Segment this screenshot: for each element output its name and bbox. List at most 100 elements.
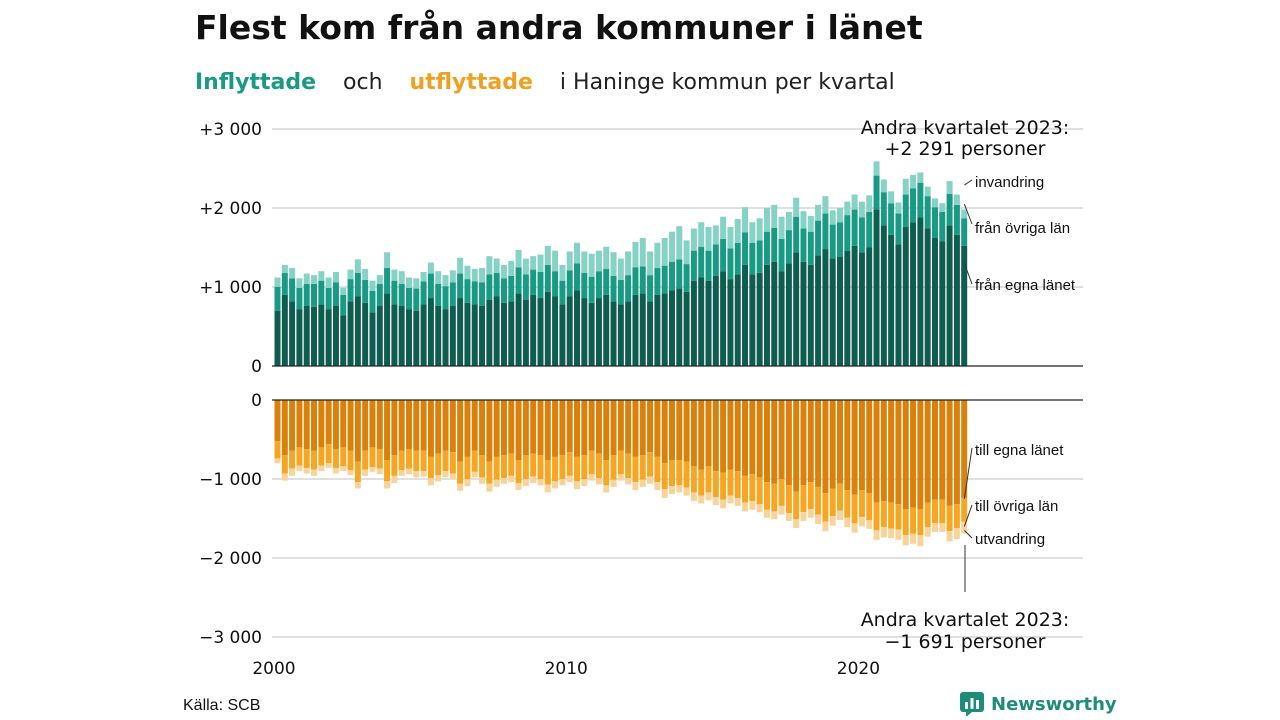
bar-in-from-other-counties (595, 271, 602, 299)
bar-in-immigration (274, 277, 281, 287)
bar-in-immigration (376, 275, 383, 284)
top-annotation-line1: Andra kvartalet 2023: (861, 117, 1070, 139)
bar-out-to-own-county (486, 400, 493, 462)
bar-in-immigration (676, 226, 683, 260)
bar-out-to-other-counties (296, 447, 303, 466)
bar-in-from-own-county (654, 294, 661, 366)
bar-out-emigration (727, 495, 734, 504)
bar-out-to-own-county (354, 400, 361, 462)
bar-in-from-own-county (384, 293, 391, 366)
bar-out-to-own-county (647, 400, 654, 453)
bar-out-emigration (369, 467, 376, 472)
bar-in-immigration (858, 201, 865, 218)
bar-out-to-other-counties (384, 460, 391, 482)
label-till-egna-lanet: till egna länet (975, 442, 1064, 459)
bar-out-to-other-counties (880, 501, 887, 528)
bar-out-emigration (771, 511, 778, 520)
bar-out-emigration (354, 482, 361, 489)
bar-in-from-own-county (508, 301, 515, 366)
bar-in-from-other-counties (705, 250, 712, 281)
bar-out-emigration (457, 483, 464, 491)
bar-in-from-own-county (427, 298, 434, 366)
bar-in-immigration (815, 204, 822, 221)
bar-in-from-other-counties (449, 282, 456, 306)
bar-out-to-own-county (742, 400, 749, 476)
bar-in-from-own-county (391, 304, 398, 366)
bar-out-emigration (303, 467, 310, 474)
bar-out-emigration (552, 481, 559, 489)
bar-in-immigration (647, 251, 654, 276)
bar-in-from-other-counties (354, 272, 361, 297)
bar-in-from-own-county (617, 304, 624, 366)
bar-out-to-own-county (873, 400, 880, 503)
bar-in-immigration (931, 198, 938, 208)
bar-in-immigration (289, 268, 296, 279)
bar-out-to-other-counties (457, 461, 464, 484)
bar-in-from-other-counties (603, 268, 610, 295)
bar-in-from-own-county (398, 305, 405, 366)
bar-out-emigration (486, 483, 493, 492)
bar-in-from-other-counties (712, 244, 719, 276)
bar-in-from-own-county (953, 234, 960, 366)
bar-in-immigration (705, 226, 712, 251)
bar-out-to-own-county (785, 400, 792, 486)
bar-in-immigration (332, 271, 339, 283)
chart-subtitle: Inflyttade och utflyttade i Haninge komm… (195, 70, 915, 95)
bar-out-to-own-county (610, 400, 617, 456)
bar-out-to-other-counties (771, 483, 778, 512)
bar-out-to-other-counties (369, 447, 376, 468)
label-invandring: invandring (975, 174, 1044, 191)
bar-in-from-own-county (325, 309, 332, 366)
bar-out-emigration (574, 481, 581, 490)
bar-in-from-own-county (946, 225, 953, 366)
bar-out-to-other-counties (829, 488, 836, 517)
x-tick-label: 2000 (252, 659, 295, 679)
bar-out-to-other-counties (676, 460, 683, 486)
bar-out-to-other-counties (946, 505, 953, 532)
bar-in-from-own-county (763, 264, 770, 366)
bar-in-from-other-counties (362, 279, 369, 303)
bar-in-from-other-counties (910, 188, 917, 223)
bar-in-from-other-counties (917, 182, 924, 218)
bar-out-to-own-county (413, 400, 420, 451)
bar-in-from-own-county (369, 312, 376, 366)
bar-in-from-other-counties (851, 209, 858, 246)
bar-in-immigration (771, 204, 778, 228)
bar-in-immigration (800, 211, 807, 229)
bar-in-from-own-county (749, 274, 756, 366)
bar-in-from-own-county (274, 310, 281, 366)
bar-out-emigration (274, 458, 281, 464)
bar-out-to-other-counties (500, 455, 507, 479)
y-tick-label-inflow: +2 000 (199, 199, 262, 219)
bar-out-emigration (398, 470, 405, 476)
bar-in-from-other-counties (800, 228, 807, 262)
bar-in-immigration (946, 181, 953, 194)
bar-out-to-other-counties (515, 460, 522, 483)
bar-out-to-own-county (479, 400, 486, 456)
bar-in-immigration (530, 256, 537, 270)
bar-out-to-other-counties (354, 461, 361, 483)
bar-out-to-own-county (289, 400, 296, 451)
bar-in-immigration (347, 269, 354, 280)
bar-in-immigration (668, 231, 675, 262)
brand-logo: Newsworthy (960, 692, 1117, 716)
bar-out-to-own-county (449, 400, 456, 453)
bar-in-immigration (471, 268, 478, 282)
bar-in-immigration (581, 251, 588, 273)
bar-in-from-other-counties (778, 238, 785, 272)
label-fran-ovriga-lan: från övriga län (975, 220, 1070, 237)
bar-out-to-own-county (311, 400, 318, 451)
bar-out-to-own-county (457, 400, 464, 462)
bar-in-from-other-counties (289, 278, 296, 302)
bar-in-immigration (522, 258, 529, 275)
bar-out-to-own-county (581, 400, 588, 456)
bar-in-from-other-counties (281, 272, 288, 295)
bar-in-immigration (749, 222, 756, 243)
bar-in-from-own-county (873, 209, 880, 366)
bar-out-to-other-counties (837, 483, 844, 511)
bar-out-to-own-county (654, 400, 661, 457)
y-tick-label-inflow: +1 000 (199, 278, 262, 298)
bar-out-emigration (851, 523, 858, 533)
bar-in-immigration (895, 202, 902, 214)
bar-out-emigration (698, 495, 705, 504)
